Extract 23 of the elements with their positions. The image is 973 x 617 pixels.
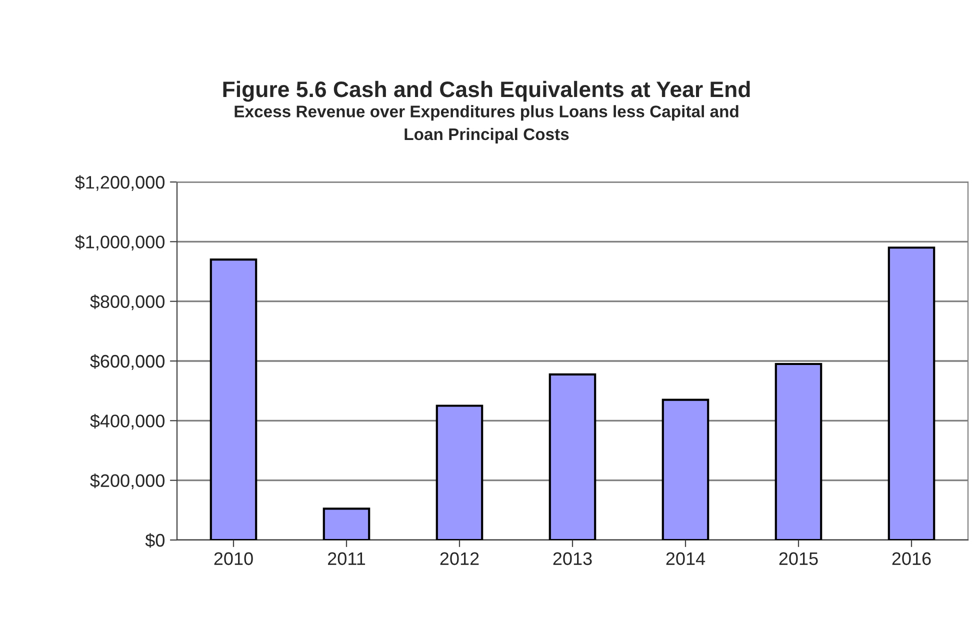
y-tick-label: $400,000 (90, 414, 164, 430)
bar (210, 258, 258, 540)
bar (774, 362, 822, 540)
chart-title: Figure 5.6 Cash and Cash Equivalents at Year End (223, 80, 750, 102)
y-tick-label: $1,000,000 (75, 234, 164, 251)
x-tick-label: 2011 (328, 552, 366, 566)
chart-subtitle: Excess Revenue over Expenditures plus Loans less Capital and Loan Principal Costs (234, 105, 738, 144)
x-tick-label: 2016 (892, 552, 931, 566)
x-tick-label: 2013 (553, 552, 592, 566)
y-tick-label: $200,000 (90, 474, 164, 490)
bar (322, 508, 370, 540)
y-tick-label: $1,200,000 (75, 175, 164, 191)
x-tick-label: 2010 (214, 552, 253, 566)
x-tick-label: 2012 (440, 552, 479, 566)
bar (662, 398, 710, 540)
y-tick-label: $800,000 (90, 294, 164, 310)
bar (436, 404, 484, 540)
bar (548, 373, 596, 540)
x-tick-label: 2014 (666, 552, 706, 566)
bar (888, 246, 936, 540)
y-tick-label: $600,000 (90, 354, 164, 370)
x-tick-label: 2015 (779, 552, 818, 566)
y-tick-label: $0 (145, 533, 164, 548)
